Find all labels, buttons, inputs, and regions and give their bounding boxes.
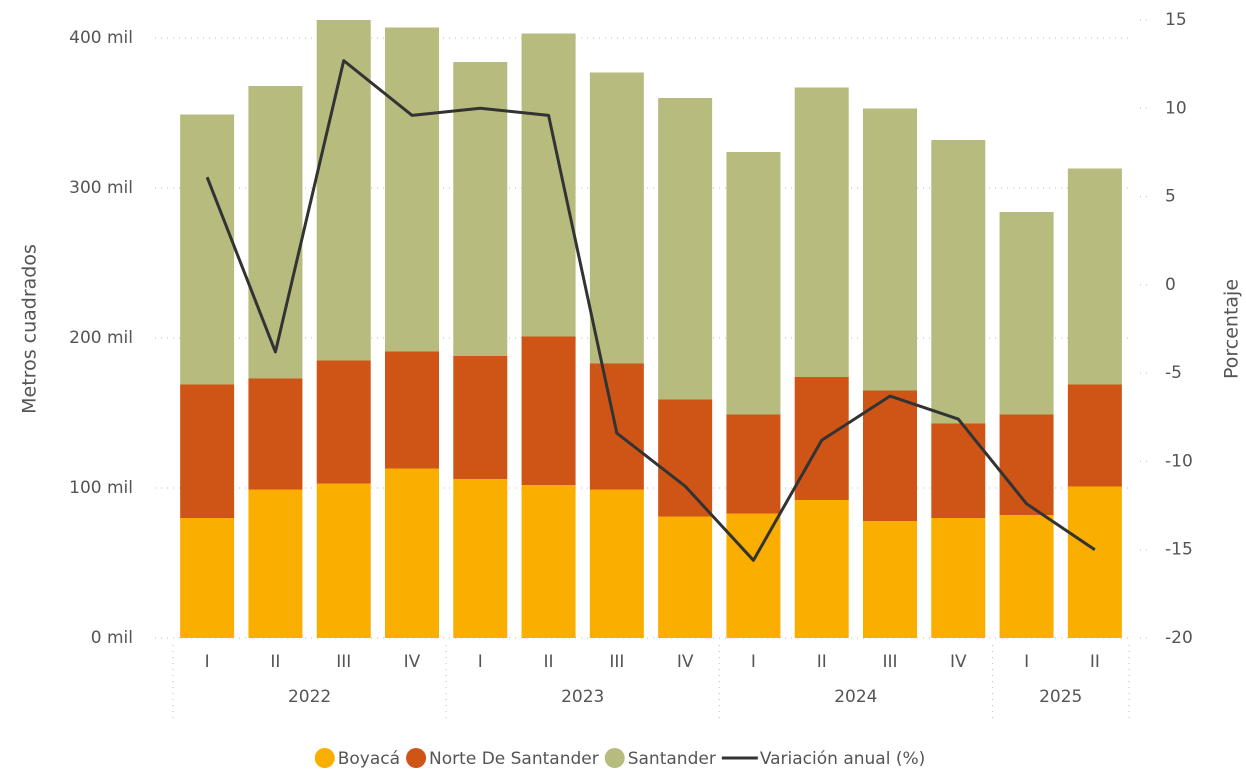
- line-series: [205, 59, 1096, 562]
- bar-segment: [794, 87, 849, 377]
- bar-segment: [316, 20, 371, 361]
- legend-swatch: [604, 748, 625, 768]
- bar-segment: [726, 152, 781, 415]
- y-tick-label: 100 mil: [69, 478, 133, 498]
- y-tick-label: 400 mil: [69, 28, 133, 48]
- bar-segment: [589, 489, 644, 638]
- y-tick-label: 200 mil: [69, 328, 133, 348]
- y-tick-label: 0 mil: [91, 628, 133, 648]
- y-tick-label: 300 mil: [69, 178, 133, 198]
- bar-segment: [521, 485, 576, 638]
- bar-segment: [1067, 486, 1122, 638]
- x-tick-label: I: [751, 652, 756, 672]
- bar-segment: [453, 356, 508, 479]
- bar-segment: [999, 212, 1054, 415]
- bar-segment: [794, 500, 849, 638]
- y2-tick-label: -5: [1165, 363, 1182, 383]
- bar-segment: [521, 33, 576, 337]
- bar-segment: [863, 521, 917, 638]
- bar-segment: [1067, 168, 1122, 385]
- bar-segment: [453, 62, 508, 356]
- x-tick-label: I: [205, 652, 210, 672]
- bar-segment: [726, 414, 781, 514]
- y2-tick-label: 15: [1165, 10, 1187, 30]
- group-label: 2023: [561, 687, 604, 707]
- y2-axis-title: Porcentaje: [1221, 279, 1243, 379]
- y2-tick-label: 10: [1165, 98, 1187, 118]
- y2-tick-label: 0: [1165, 275, 1176, 295]
- bar-segment: [521, 336, 576, 485]
- bar-segment: [316, 360, 371, 484]
- y2-tick-label: -10: [1165, 451, 1193, 471]
- y-axis-title: Metros cuadrados: [19, 244, 41, 414]
- bar-segment: [999, 515, 1054, 638]
- bar-segment: [726, 513, 781, 638]
- bar-segment: [385, 27, 439, 352]
- bar-segment: [180, 518, 235, 638]
- legend-label: Boyacá: [338, 749, 400, 769]
- bar-segment: [589, 72, 644, 364]
- bar-segment: [863, 108, 917, 391]
- bar-segment: [385, 468, 439, 638]
- bar-segment: [180, 384, 235, 518]
- x-tick-label: II: [544, 652, 554, 672]
- bar-segment: [863, 390, 917, 521]
- bar-segment: [248, 489, 303, 638]
- legend-swatch: [314, 748, 335, 768]
- legend-swatch: [406, 748, 427, 768]
- x-tick-label: IV: [677, 652, 694, 672]
- bar-segment: [931, 140, 986, 424]
- x-tick-label: II: [1090, 652, 1100, 672]
- bar-segment: [385, 351, 439, 469]
- bar-segment: [931, 423, 986, 518]
- y2-tick-label: -15: [1165, 540, 1193, 560]
- x-tick-label: II: [817, 652, 827, 672]
- bar-segment: [248, 86, 303, 379]
- x-tick-label: III: [336, 652, 351, 672]
- legend-label: Santander: [628, 749, 716, 769]
- group-label: 2022: [288, 687, 331, 707]
- bar-segment: [658, 399, 713, 517]
- x-tick-label: I: [478, 652, 483, 672]
- y2-tick-label: 5: [1165, 187, 1176, 207]
- bar-segment: [658, 516, 713, 638]
- bar-segment: [931, 518, 986, 638]
- group-label: 2025: [1039, 687, 1082, 707]
- bar-segment: [453, 479, 508, 638]
- x-tick-label: IV: [950, 652, 967, 672]
- y2-tick-label: -20: [1165, 628, 1193, 648]
- bar-segment: [658, 98, 713, 400]
- legend-item: Santander: [604, 748, 716, 769]
- legend-item: Norte De Santander: [406, 748, 599, 769]
- bar-segment: [248, 378, 303, 490]
- x-tick-label: III: [609, 652, 624, 672]
- x-tick-label: II: [270, 652, 280, 672]
- legend-label: Norte De Santander: [429, 749, 599, 769]
- bar-segment: [999, 414, 1054, 515]
- x-tick-label: I: [1024, 652, 1029, 672]
- legend-label: Variación anual (%): [760, 749, 925, 769]
- bar-segment: [1067, 384, 1122, 487]
- legend: Boyacá Norte De Santander Santander Variaci…: [314, 748, 925, 769]
- x-tick-label: IV: [404, 652, 421, 672]
- group-label: 2024: [834, 687, 877, 707]
- bar-segment: [180, 114, 235, 385]
- legend-item: Boyacá: [314, 748, 400, 769]
- x-tick-label: III: [882, 652, 897, 672]
- legend-item: Variación anual (%): [721, 749, 925, 769]
- bar-segment: [316, 483, 371, 638]
